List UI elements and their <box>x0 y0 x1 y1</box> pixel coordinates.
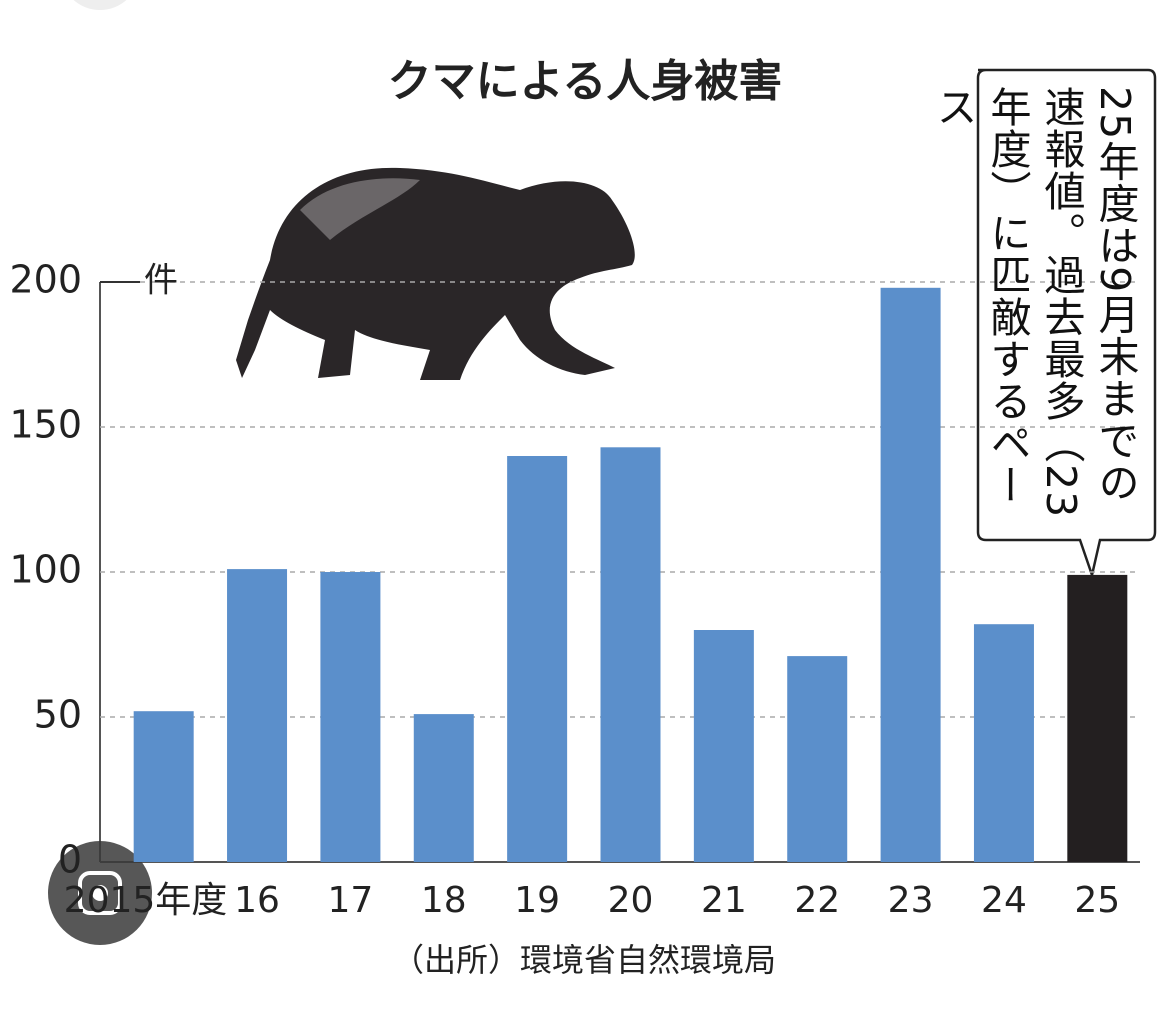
bar <box>973 624 1034 862</box>
bar <box>133 711 194 862</box>
bear-illustration <box>236 167 635 380</box>
bar <box>413 714 474 862</box>
x-tick-label: 17 <box>328 880 374 921</box>
y-tick-label: 100 <box>9 548 82 592</box>
source: （出所）環境省自然環境局 <box>392 941 776 979</box>
annotation: 25年度は9月末までの速報値。過去最多（23年度）に匹敵するペース <box>929 86 1139 519</box>
bar <box>600 447 661 862</box>
y-tick-label: 200 <box>9 258 82 302</box>
x-tick-label: 24 <box>981 880 1027 921</box>
bar <box>320 572 381 862</box>
y-tick-label: 0 <box>58 838 82 882</box>
x-tick-label: 21 <box>701 880 747 921</box>
lens-icon-dot <box>92 885 108 901</box>
y-unit: 件 <box>144 261 178 301</box>
bar <box>693 630 754 862</box>
bar <box>227 569 288 862</box>
bar <box>787 656 848 862</box>
bar <box>507 456 568 862</box>
x-tick-label: 20 <box>608 880 654 921</box>
y-tick-label: 150 <box>9 403 82 447</box>
x-tick-label: 16 <box>234 880 280 921</box>
x-tick-label: 18 <box>421 880 467 921</box>
x-tick-label: 25 <box>1074 880 1120 921</box>
bar <box>880 287 941 862</box>
overlay-button[interactable] <box>60 0 140 10</box>
x-tick-label: 19 <box>514 880 560 921</box>
chart-title: クマによる人身被害 <box>388 56 783 107</box>
x-tick-label: 2015年度 <box>64 880 228 921</box>
bar <box>1067 574 1128 862</box>
lens-icon <box>78 871 122 915</box>
x-tick-label: 22 <box>794 880 840 921</box>
x-tick-label: 23 <box>888 880 934 921</box>
y-tick-label: 50 <box>34 693 82 737</box>
